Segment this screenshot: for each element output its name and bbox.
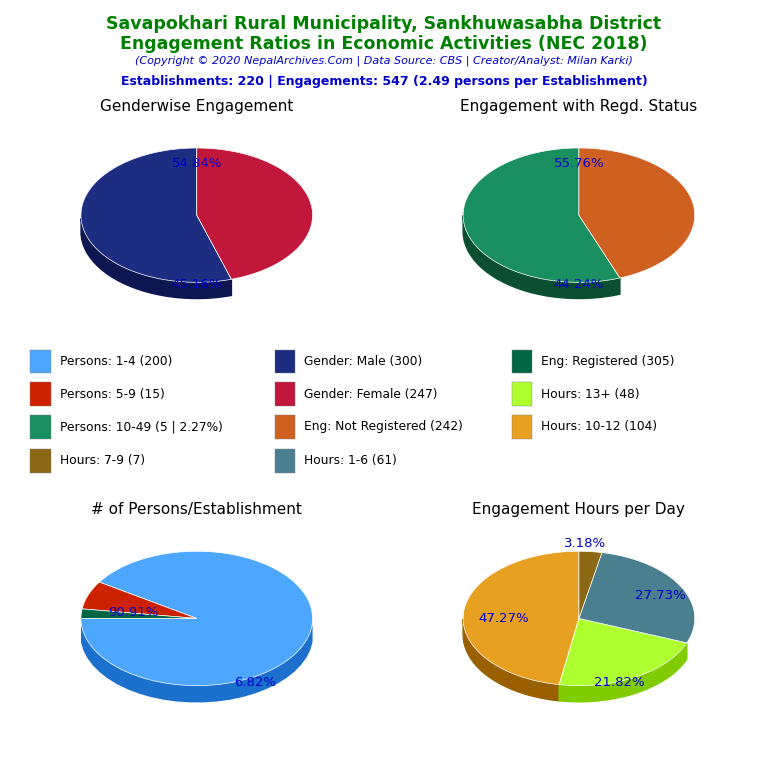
Text: 6.82%: 6.82% [233, 676, 276, 689]
Polygon shape [82, 582, 197, 618]
Polygon shape [81, 148, 231, 283]
Polygon shape [559, 618, 687, 686]
FancyBboxPatch shape [30, 349, 51, 373]
Text: Eng: Not Registered (242): Eng: Not Registered (242) [304, 420, 463, 433]
Polygon shape [579, 553, 695, 643]
Title: Genderwise Engagement: Genderwise Engagement [100, 99, 293, 114]
FancyBboxPatch shape [512, 415, 532, 439]
Text: 21.82%: 21.82% [594, 676, 645, 689]
Text: Persons: 1-4 (200): Persons: 1-4 (200) [60, 355, 172, 368]
Polygon shape [559, 643, 687, 702]
Text: Savapokhari Rural Municipality, Sankhuwasabha District: Savapokhari Rural Municipality, Sankhuwa… [107, 15, 661, 33]
Text: Persons: 5-9 (15): Persons: 5-9 (15) [60, 388, 164, 401]
Polygon shape [463, 619, 559, 701]
FancyBboxPatch shape [30, 449, 51, 472]
Text: 90.91%: 90.91% [108, 606, 158, 619]
Polygon shape [579, 148, 695, 278]
Title: Engagement with Regd. Status: Engagement with Regd. Status [460, 99, 697, 114]
Text: 55.76%: 55.76% [554, 157, 604, 170]
FancyBboxPatch shape [30, 415, 51, 439]
Text: Hours: 7-9 (7): Hours: 7-9 (7) [60, 455, 144, 468]
FancyBboxPatch shape [275, 349, 295, 373]
Text: (Copyright © 2020 NepalArchives.Com | Data Source: CBS | Creator/Analyst: Milan : (Copyright © 2020 NepalArchives.Com | Da… [135, 55, 633, 66]
Polygon shape [81, 218, 231, 299]
Text: Hours: 10-12 (104): Hours: 10-12 (104) [541, 420, 657, 433]
Polygon shape [81, 609, 197, 618]
Text: 3.18%: 3.18% [564, 537, 606, 550]
FancyBboxPatch shape [275, 449, 295, 472]
Polygon shape [463, 148, 620, 283]
Text: Establishments: 220 | Engagements: 547 (2.49 persons per Establishment): Establishments: 220 | Engagements: 547 (… [121, 75, 647, 88]
Text: Hours: 1-6 (61): Hours: 1-6 (61) [304, 455, 397, 468]
Text: 47.27%: 47.27% [478, 612, 529, 625]
Text: Eng: Registered (305): Eng: Registered (305) [541, 355, 674, 368]
Polygon shape [463, 215, 620, 299]
FancyBboxPatch shape [275, 415, 295, 439]
Text: Persons: 10-49 (5 | 2.27%): Persons: 10-49 (5 | 2.27%) [60, 420, 223, 433]
Text: 45.16%: 45.16% [171, 278, 222, 291]
Polygon shape [81, 626, 312, 702]
FancyBboxPatch shape [512, 349, 532, 373]
Text: 54.84%: 54.84% [171, 157, 222, 170]
Polygon shape [579, 551, 602, 618]
Text: Gender: Male (300): Gender: Male (300) [304, 355, 422, 368]
Title: Engagement Hours per Day: Engagement Hours per Day [472, 502, 685, 518]
Title: # of Persons/Establishment: # of Persons/Establishment [91, 502, 302, 518]
Text: 27.73%: 27.73% [634, 589, 685, 602]
Polygon shape [463, 551, 579, 684]
FancyBboxPatch shape [30, 382, 51, 406]
FancyBboxPatch shape [275, 382, 295, 406]
FancyBboxPatch shape [512, 382, 532, 406]
Text: 44.24%: 44.24% [554, 278, 604, 291]
Polygon shape [197, 148, 313, 280]
Polygon shape [81, 551, 313, 686]
Text: Gender: Female (247): Gender: Female (247) [304, 388, 438, 401]
Text: Hours: 13+ (48): Hours: 13+ (48) [541, 388, 640, 401]
Text: Engagement Ratios in Economic Activities (NEC 2018): Engagement Ratios in Economic Activities… [121, 35, 647, 52]
